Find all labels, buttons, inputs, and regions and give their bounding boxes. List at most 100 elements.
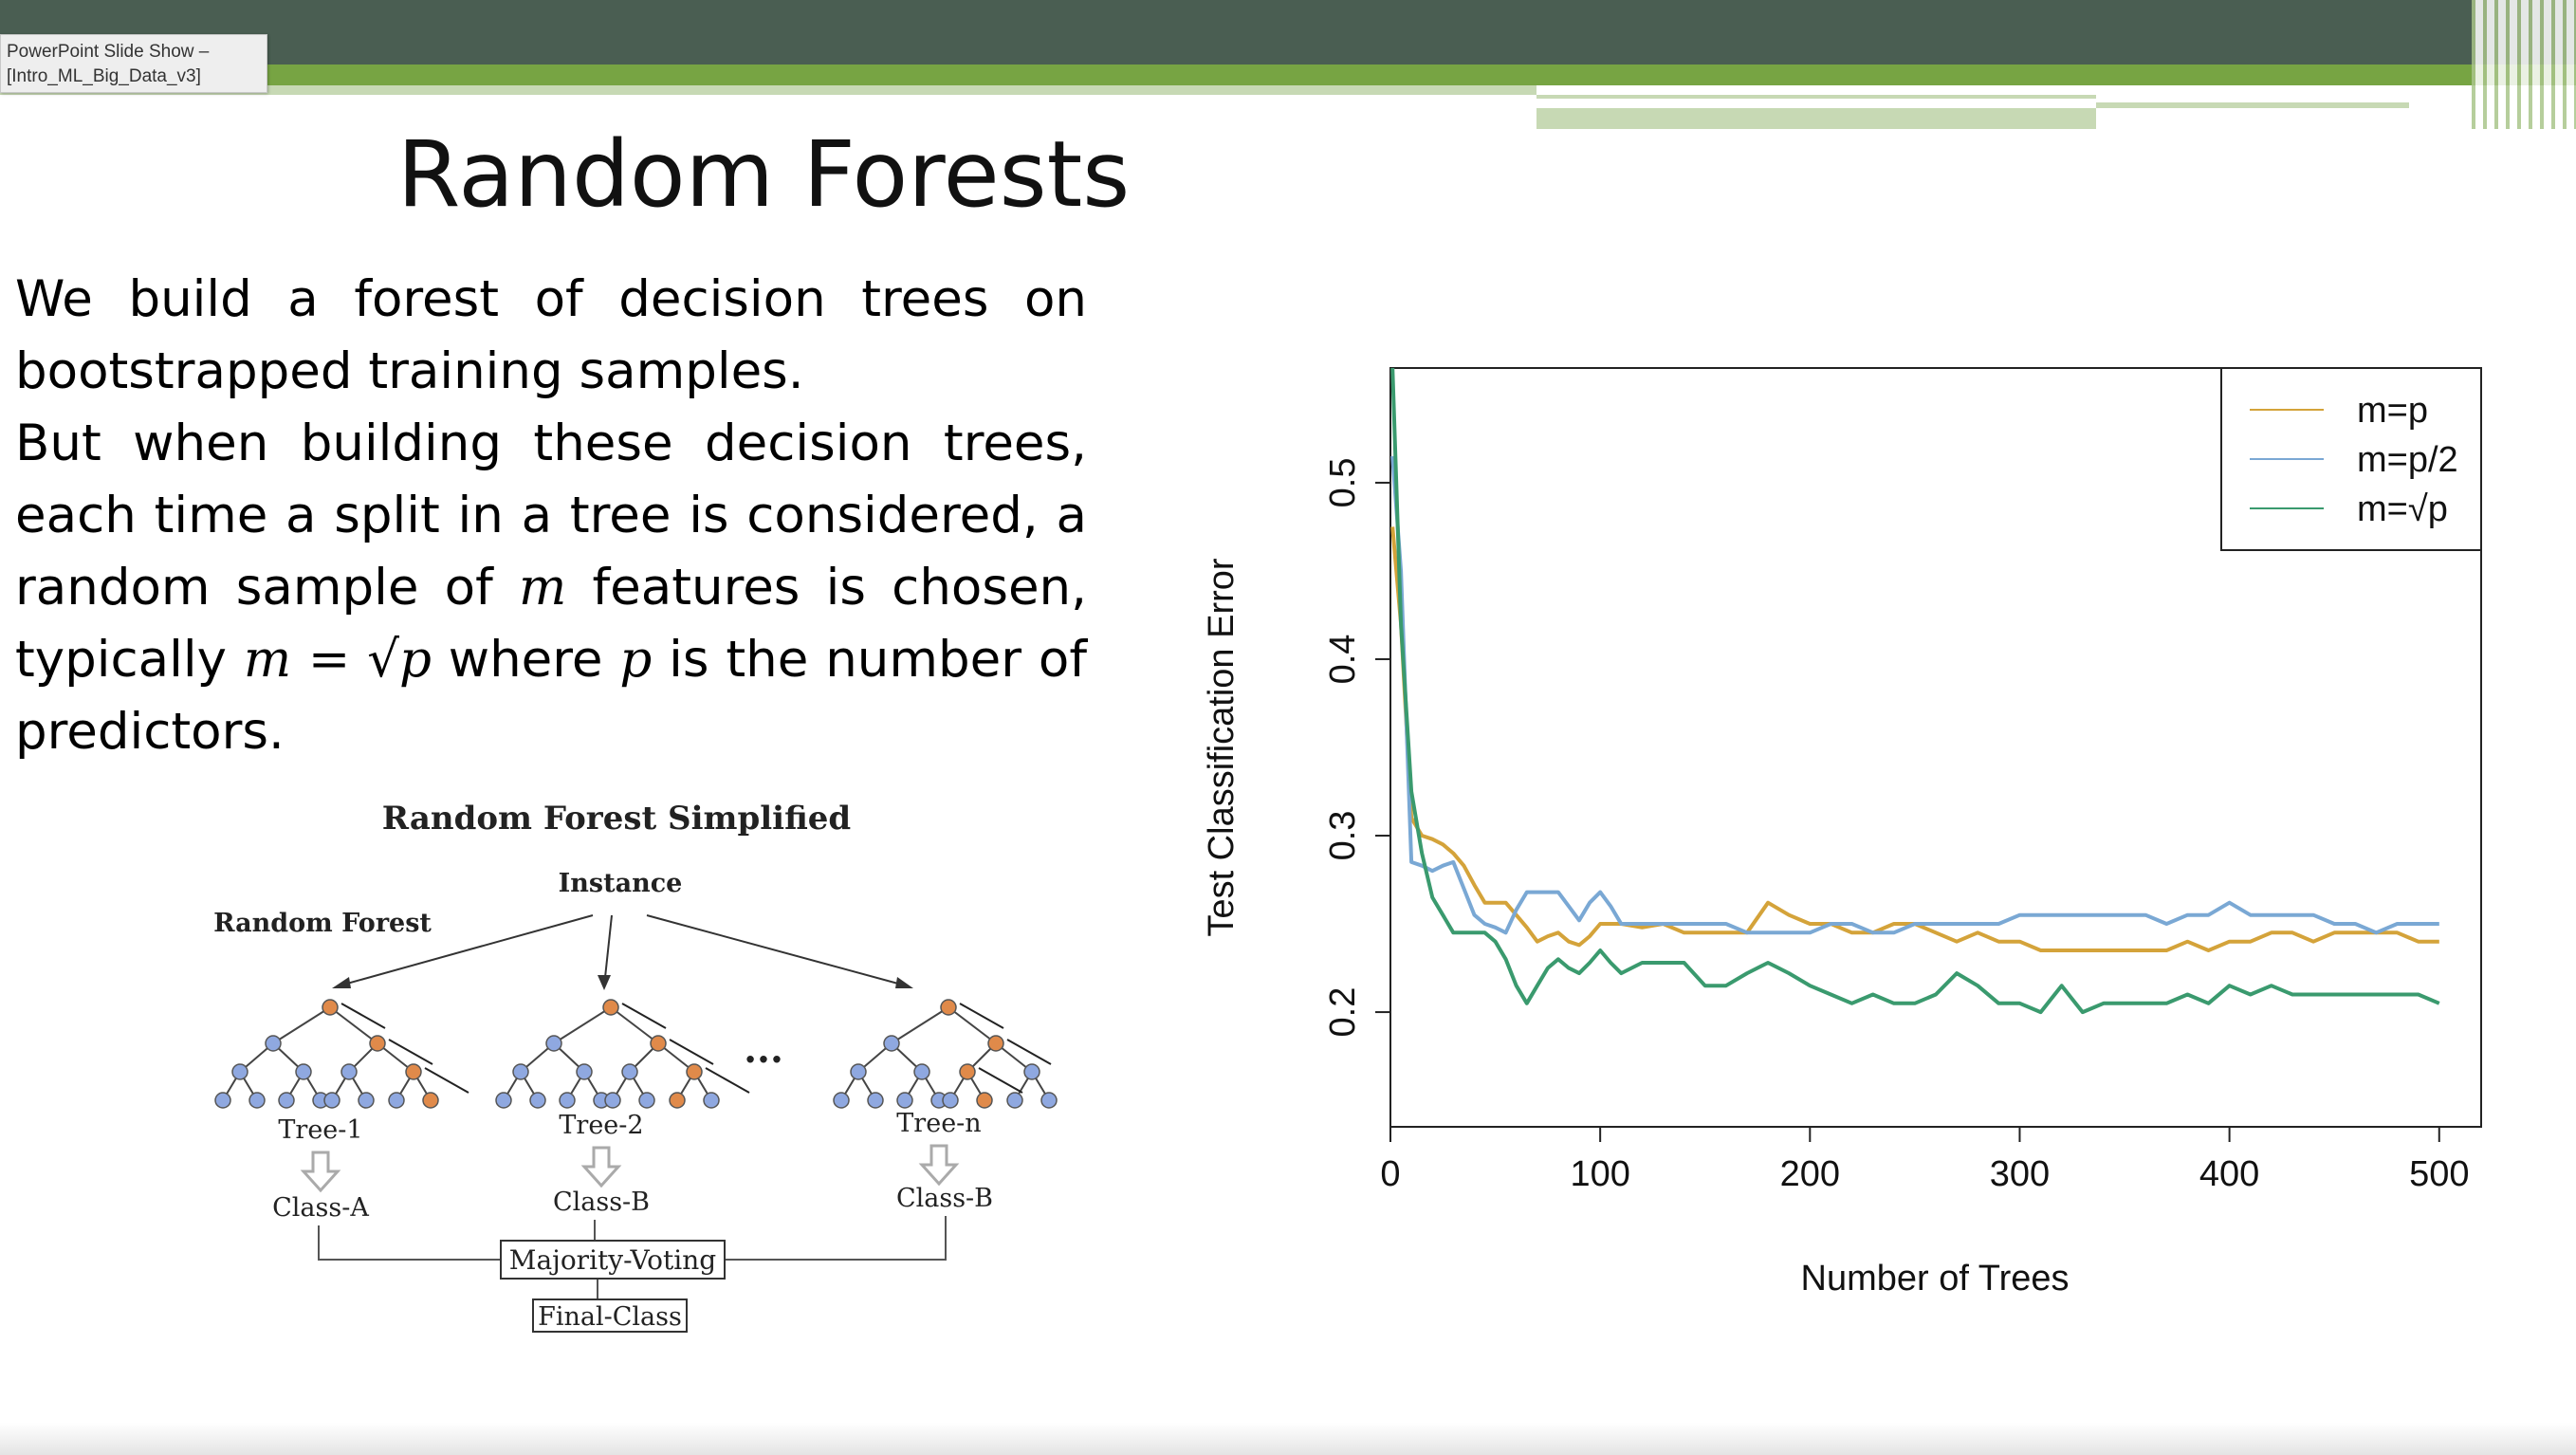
majority-voting-box: [500, 1240, 726, 1280]
x-axis-label: Number of Trees: [1801, 1259, 2070, 1298]
tree-leaf-node: [942, 1092, 959, 1109]
tree-leaf-node: [358, 1092, 375, 1109]
class-b-label-1: Class-B: [553, 1188, 650, 1217]
tree-leaf-node: [604, 1092, 621, 1109]
path-arrow: [388, 1039, 433, 1065]
bottom-shadow: [0, 1423, 2576, 1455]
path-arrow: [621, 1003, 667, 1029]
legend-label: m=p: [2357, 391, 2428, 431]
tree-edge: [329, 1006, 378, 1044]
tree-root-node: [602, 999, 619, 1016]
tree-leaf-node: [388, 1092, 405, 1109]
error-line-chart: 0 100 200 300 400 500 0.2 0.3 0.4 0.5 m=p m=p/2 m=√…: [1202, 367, 2482, 1298]
tree-edge: [553, 1006, 612, 1044]
tree-node: [405, 1063, 422, 1080]
header-dark-band: [0, 0, 2576, 64]
x-tick-label: 100: [1570, 1154, 1629, 1194]
path-arrow: [340, 1003, 386, 1029]
tree-root-node: [322, 999, 339, 1016]
tree-leaf-node: [248, 1092, 266, 1109]
majority-voting-label: Majority-Voting: [509, 1244, 716, 1276]
header-light-band: [0, 85, 1536, 95]
ellipsis: ...: [744, 1027, 783, 1072]
tree-leaf-node: [896, 1092, 913, 1109]
formula-m-sqrt-p: m = √p: [243, 631, 432, 689]
slideshow-window-tab[interactable]: PowerPoint Slide Show – [Intro_ML_Big_Da…: [0, 34, 267, 93]
tree-leaf-node: [559, 1092, 576, 1109]
path-arrow: [669, 1039, 714, 1065]
tree-node: [512, 1063, 529, 1080]
tree-node: [959, 1063, 976, 1080]
y-tick-label: 0.4: [1323, 635, 1363, 685]
para2-text-d: is the number of predictors.: [15, 631, 1088, 761]
header-accent-line: [2096, 102, 2409, 108]
tree-leaf-node: [214, 1092, 231, 1109]
x-tick-label: 200: [1780, 1154, 1840, 1194]
series-line-2: [1390, 455, 2439, 935]
tree-edge: [610, 1006, 659, 1044]
tree-leaf-node: [422, 1092, 439, 1109]
trees-group: [214, 999, 1058, 1109]
chart-legend: m=p m=p/2 m=√p: [2220, 367, 2482, 551]
window-tab-title: PowerPoint Slide Show –: [7, 42, 210, 62]
legend-label: m=p/2: [2357, 440, 2458, 480]
y-axis-label: Test Classification Error: [1202, 558, 1242, 936]
tree-leaf-node: [278, 1092, 295, 1109]
tree-n-label: Tree-n: [896, 1109, 981, 1138]
tree-node: [295, 1063, 312, 1080]
chart-series: [1390, 368, 2440, 1015]
tree-node: [850, 1063, 867, 1080]
forest-label: Random Forest: [213, 909, 432, 938]
tree-edge: [272, 1006, 331, 1044]
paragraph-2: But when building these decision trees, …: [15, 408, 1087, 768]
tree-node: [883, 1035, 900, 1052]
chart-axes: 0 100 200 300 400 500 0.2 0.3 0.4 0.5: [1323, 458, 2469, 1194]
tree-node: [265, 1035, 282, 1052]
path-arrow: [978, 1067, 1023, 1094]
tree-1-label: Tree-1: [278, 1115, 362, 1145]
tree-node: [686, 1063, 703, 1080]
decision-tree-3: [833, 999, 1058, 1109]
path-arrow: [705, 1067, 750, 1094]
path-arrow: [959, 1003, 1004, 1029]
tree-leaf-node: [833, 1092, 850, 1109]
header-stripes: [2472, 0, 2576, 129]
tree-node: [340, 1063, 358, 1080]
tree-leaf-node: [1006, 1092, 1023, 1109]
final-class-box: [532, 1298, 688, 1333]
instance-arrows: [336, 914, 910, 987]
path-arrow: [1006, 1039, 1052, 1065]
tree-leaf-node: [638, 1092, 655, 1109]
tree-leaf-node: [976, 1092, 993, 1109]
tree-leaf-node: [703, 1092, 720, 1109]
y-tick-label: 0.2: [1323, 987, 1363, 1038]
header-accent-band: [1536, 108, 2096, 129]
decision-tree-1: [214, 999, 469, 1109]
tree-node: [1023, 1063, 1040, 1080]
class-a-label: Class-A: [272, 1193, 369, 1223]
series-line-1: [1390, 526, 2439, 952]
tree-node: [576, 1063, 593, 1080]
diagram-title: Random Forest Simplified: [382, 800, 851, 838]
para2-text-a: But when building these decision trees, …: [15, 414, 1087, 617]
tree-node: [231, 1063, 248, 1080]
random-forest-diagram: Random Forest Simplified Instance Random…: [213, 800, 1058, 1333]
var-p: p: [619, 631, 653, 689]
x-tick-label: 400: [2199, 1154, 2259, 1194]
path-arrow: [424, 1067, 469, 1094]
tree-node: [987, 1035, 1004, 1052]
x-tick-label: 0: [1380, 1154, 1400, 1194]
tree-leaf-node: [669, 1092, 686, 1109]
tree-edge: [948, 1006, 997, 1044]
tree-node: [545, 1035, 562, 1052]
tree-node: [913, 1063, 930, 1080]
var-m: m: [518, 559, 567, 617]
slide-title: Random Forests: [396, 121, 1131, 228]
legend-label: m=√p: [2357, 489, 2448, 529]
tree-root-node: [940, 999, 957, 1016]
slide-body-text: We build a forest of decision trees on b…: [15, 264, 1087, 768]
voting-lines: [318, 1216, 947, 1299]
y-tick-label: 0.5: [1323, 458, 1363, 508]
instance-label: Instance: [559, 869, 683, 898]
down-arrows: [300, 1144, 960, 1193]
